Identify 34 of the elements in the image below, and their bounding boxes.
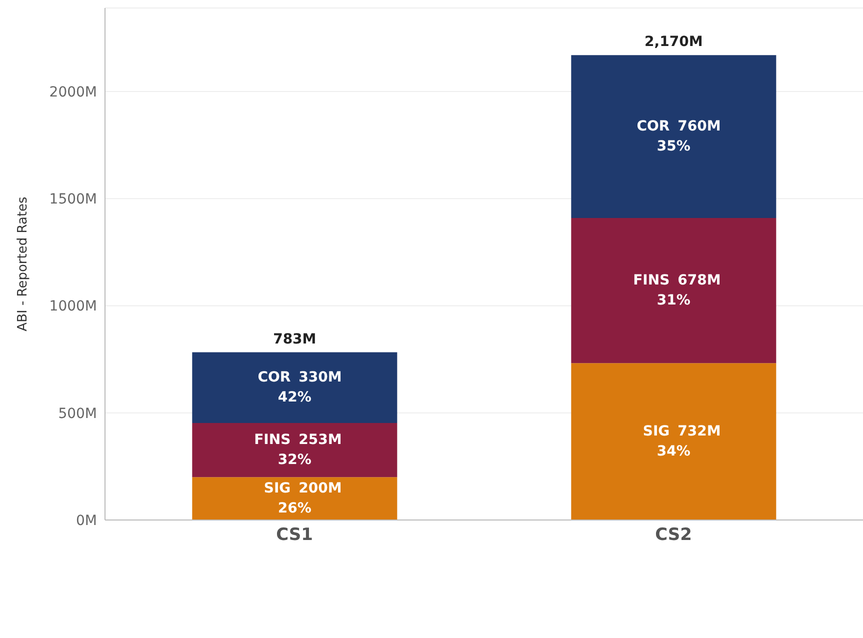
annotation: 34% (656, 444, 690, 460)
annotation: 31% (656, 292, 690, 309)
bar (571, 218, 776, 364)
text: COR (636, 118, 670, 135)
bar (192, 352, 398, 423)
y-tick-label: 1500M (49, 192, 97, 208)
total-label: 2,170M (644, 34, 703, 50)
x-tick-label: CS2 (655, 525, 692, 546)
y-tick-label: 2000M (49, 84, 97, 101)
bar (571, 363, 776, 520)
annotation: 32% (278, 452, 312, 468)
annotation: 42% (278, 390, 312, 406)
text: SIG (642, 424, 670, 440)
data-label: 200M (298, 480, 342, 497)
x-tick-label: CS1 (276, 525, 313, 546)
data-label: 678M (678, 272, 721, 289)
bar (192, 477, 398, 520)
data-label: 760M (678, 118, 721, 135)
series-label: SIG (264, 480, 291, 497)
bar (192, 422, 398, 478)
bar (571, 55, 776, 218)
data-label: 732M (678, 424, 721, 440)
text: FINS (633, 272, 670, 289)
total-label: 783M (273, 331, 316, 348)
series-label: COR (258, 370, 291, 386)
y-axis-title: ABI - Reported Rates (16, 196, 31, 332)
y-tick-label: 500M (58, 406, 97, 422)
y-tick-label: 0M (76, 512, 97, 529)
data-label: 253M (298, 432, 342, 448)
annotation: 35% (656, 138, 690, 155)
series-label: FINS (254, 432, 291, 448)
y-tick-label: 1000M (49, 298, 97, 315)
data-label: 330M (298, 370, 342, 386)
annotation: 26% (278, 500, 312, 517)
